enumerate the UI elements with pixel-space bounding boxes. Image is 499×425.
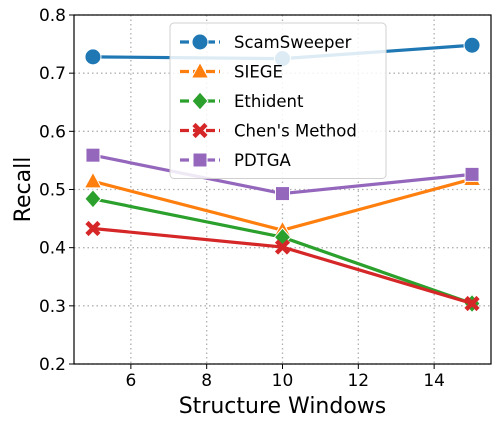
x-tick-label: 10 — [272, 371, 294, 391]
x-tick-label: 8 — [201, 371, 212, 391]
x-tick-label: 12 — [347, 371, 369, 391]
y-tick-label: 0.4 — [39, 239, 66, 259]
data-point — [464, 166, 480, 182]
legend-entry: ScamSweeper — [180, 33, 352, 52]
data-point — [275, 186, 290, 202]
data-point — [463, 36, 481, 54]
series-3 — [85, 220, 480, 312]
legend-marker — [191, 33, 209, 51]
y-tick-label: 0.2 — [39, 355, 66, 375]
legend-entry: PDTGA — [180, 151, 292, 170]
y-tick-label: 0.7 — [39, 64, 66, 84]
y-axis-title: Recall — [11, 157, 36, 223]
y-tick-label: 0.3 — [39, 297, 66, 317]
legend-label: SIEGE — [234, 63, 283, 82]
legend-marker — [191, 91, 209, 111]
legend-entry: Chen's Method — [180, 122, 357, 141]
y-tick-label: 0.5 — [39, 181, 66, 201]
data-point — [83, 171, 103, 189]
y-tick-label: 0.6 — [39, 122, 66, 142]
y-tick-label: 0.8 — [39, 6, 66, 26]
legend-marker — [192, 152, 208, 168]
data-point — [84, 189, 102, 209]
legend-label: Ethident — [234, 92, 304, 111]
legend-box — [169, 22, 387, 179]
legend-label: ScamSweeper — [234, 33, 352, 52]
x-tick-label: 14 — [423, 371, 445, 391]
x-tick-label: 6 — [125, 371, 136, 391]
legend-marker — [192, 122, 208, 139]
legend-entry: SIEGE — [180, 61, 283, 82]
legend-marker — [190, 61, 210, 79]
series-4 — [85, 147, 480, 202]
legend-label: Chen's Method — [234, 122, 357, 141]
legend-label: PDTGA — [234, 151, 292, 170]
legend-entry: Ethident — [180, 91, 304, 111]
x-axis-title: Structure Windows — [179, 394, 387, 419]
data-point — [85, 220, 101, 237]
data-point — [464, 295, 480, 312]
axis-ticks: 6 8 10 12 14 0.2 0.3 0.4 0.5 0.6 0.7 0.8 — [39, 6, 445, 391]
data-point — [85, 147, 101, 163]
legend: ScamSweeper SIEGE Ethident Chen's Method PDT… — [169, 22, 387, 179]
data-point — [84, 48, 102, 66]
data-point — [274, 239, 291, 255]
